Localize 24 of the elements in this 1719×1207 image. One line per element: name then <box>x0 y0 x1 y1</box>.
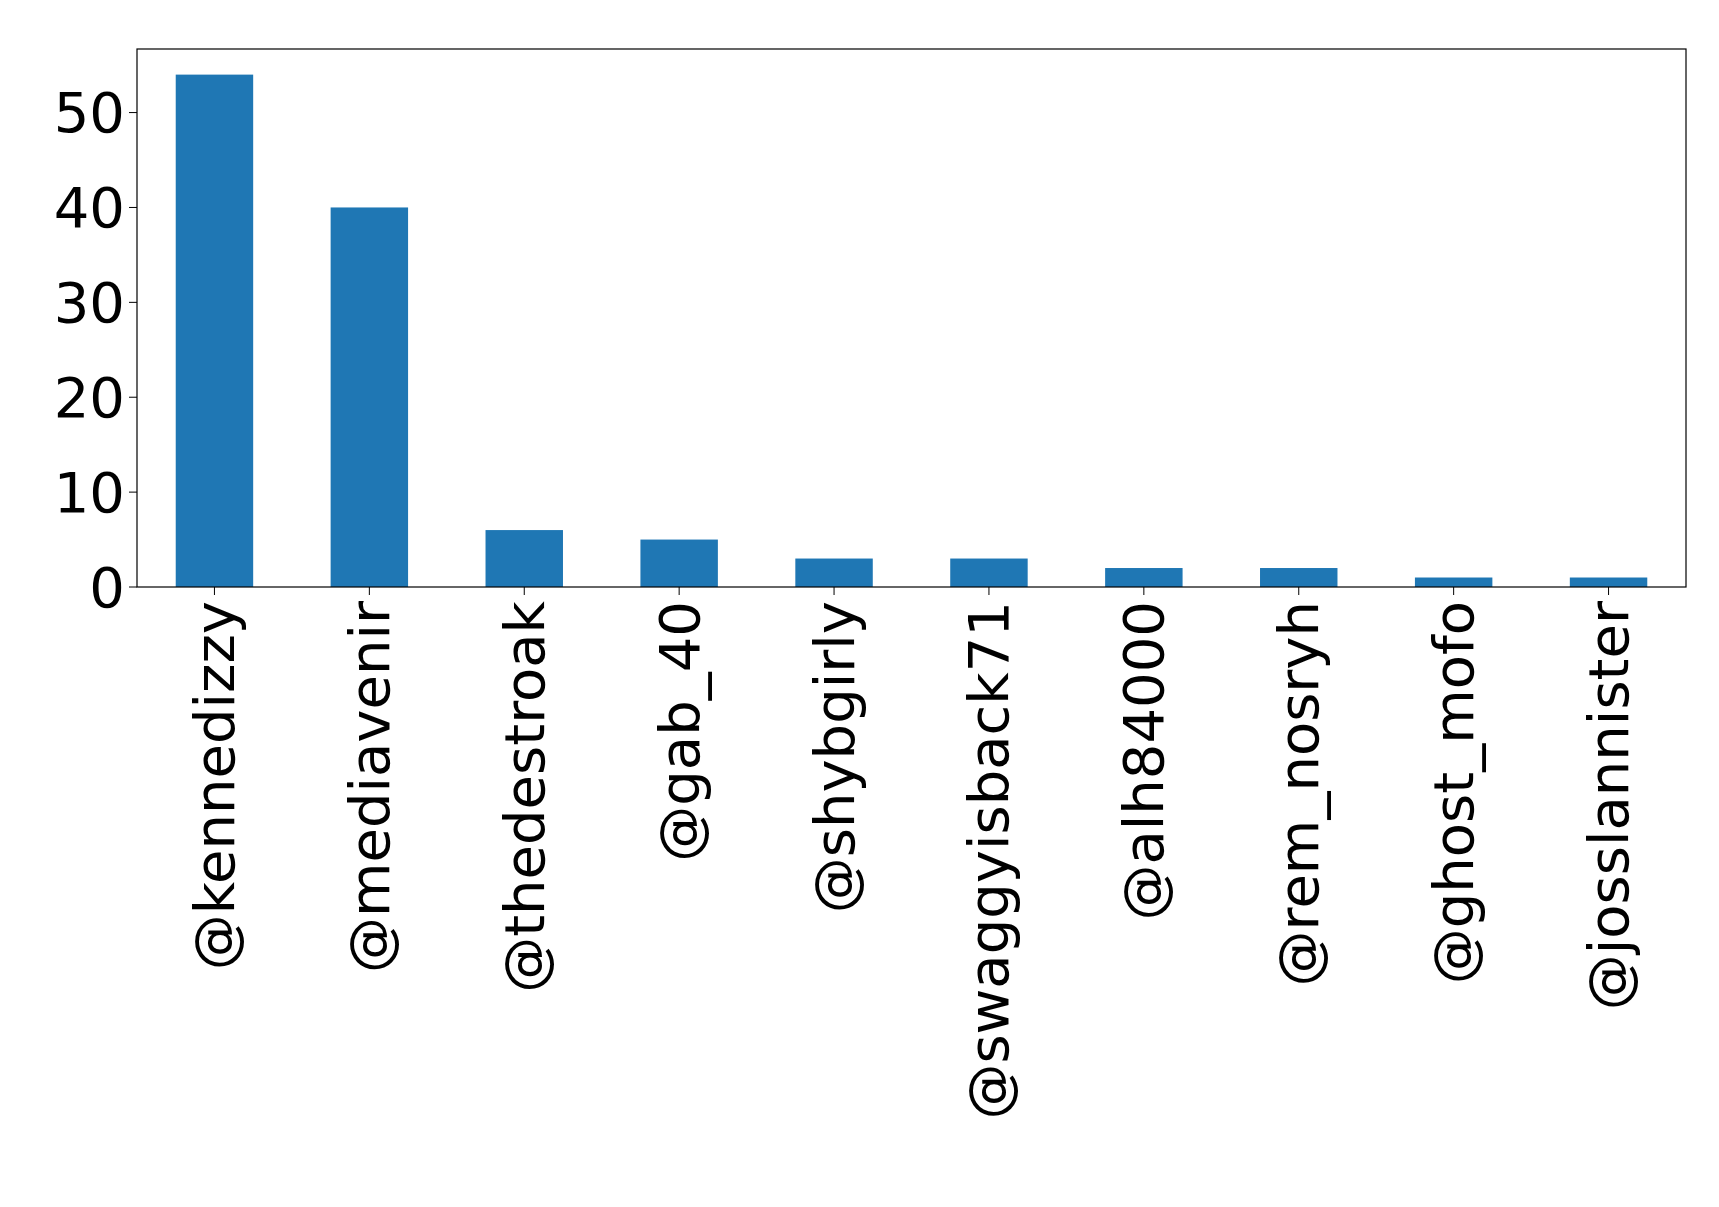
x-tick-label: @thedestroak <box>491 600 557 993</box>
x-tick-label: @ghost_mofo <box>1421 601 1487 985</box>
x-tick-label: @swaggyisback71 <box>956 601 1022 1120</box>
x-tick-label: @kennedizzy <box>181 601 247 971</box>
x-tick-label: @alh84000 <box>1111 601 1177 921</box>
bar <box>1105 568 1183 587</box>
bar <box>950 558 1028 587</box>
x-tick-label: @rem_nosryh <box>1266 601 1332 987</box>
bar <box>485 530 563 587</box>
bar <box>1260 568 1338 587</box>
y-tick-label: 50 <box>53 80 125 146</box>
x-tick-label: @gab_40 <box>646 601 712 862</box>
y-tick-label: 0 <box>89 554 125 620</box>
y-tick-label: 30 <box>53 269 125 335</box>
bar <box>330 207 409 587</box>
y-tick-label: 20 <box>53 364 125 430</box>
bar <box>175 74 254 587</box>
x-tick-label: @josslannister <box>1576 600 1642 1011</box>
y-tick-label: 40 <box>53 174 125 240</box>
y-tick-label: 10 <box>53 459 125 525</box>
bar <box>795 558 873 587</box>
x-tick-label: @mediavenir <box>336 600 402 974</box>
x-tick-label: @shybgirly <box>801 601 867 914</box>
bar <box>640 539 718 587</box>
